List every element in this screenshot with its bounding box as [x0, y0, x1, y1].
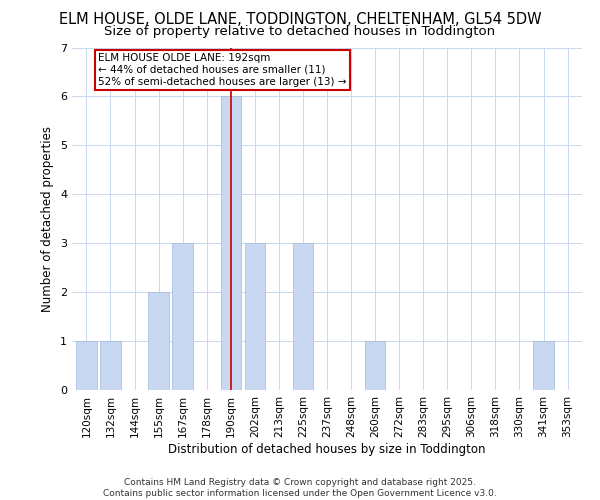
Y-axis label: Number of detached properties: Number of detached properties — [41, 126, 55, 312]
Text: ELM HOUSE OLDE LANE: 192sqm
← 44% of detached houses are smaller (11)
52% of sem: ELM HOUSE OLDE LANE: 192sqm ← 44% of det… — [98, 54, 347, 86]
Text: Contains HM Land Registry data © Crown copyright and database right 2025.
Contai: Contains HM Land Registry data © Crown c… — [103, 478, 497, 498]
Text: ELM HOUSE, OLDE LANE, TODDINGTON, CHELTENHAM, GL54 5DW: ELM HOUSE, OLDE LANE, TODDINGTON, CHELTE… — [59, 12, 541, 28]
Bar — [100, 341, 121, 390]
Bar — [365, 341, 385, 390]
Text: Size of property relative to detached houses in Toddington: Size of property relative to detached ho… — [104, 25, 496, 38]
X-axis label: Distribution of detached houses by size in Toddington: Distribution of detached houses by size … — [168, 442, 486, 456]
Bar — [76, 341, 97, 390]
Bar — [533, 341, 554, 390]
Bar — [172, 243, 193, 390]
Bar — [245, 243, 265, 390]
Bar — [293, 243, 313, 390]
Bar — [148, 292, 169, 390]
Bar — [221, 96, 241, 390]
